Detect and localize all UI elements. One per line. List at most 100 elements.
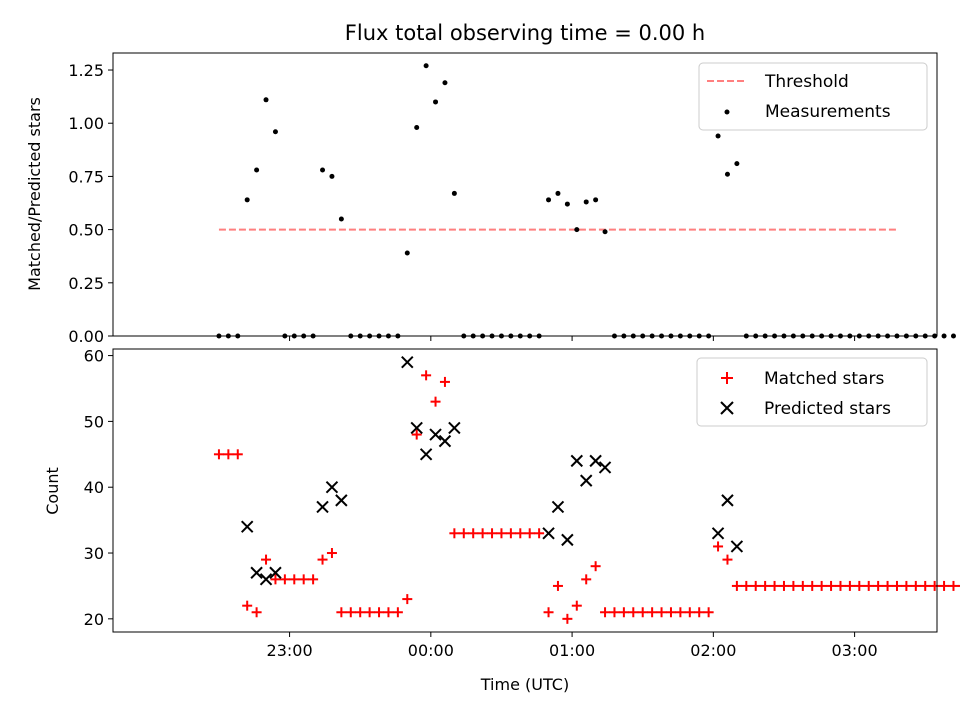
matched-star-point xyxy=(609,607,620,618)
matched-star-point xyxy=(213,449,224,460)
matched-star-point xyxy=(562,613,573,624)
top-ytick-label: 1.25 xyxy=(68,61,104,80)
top-ytick-label: 1.00 xyxy=(68,114,104,133)
predicted-star-point xyxy=(438,434,452,448)
bottom-xtick-label: 03:00 xyxy=(832,641,878,660)
matched-star-point xyxy=(223,449,234,460)
measurement-point xyxy=(442,80,448,86)
matched-star-point xyxy=(722,554,733,565)
bottom-ytick-label: 50 xyxy=(84,412,104,431)
measurement-point xyxy=(574,227,580,233)
matched-star-point xyxy=(468,528,479,539)
matched-star-point xyxy=(844,580,855,591)
legend-matched-label: Matched stars xyxy=(764,369,884,389)
matched-star-point xyxy=(411,429,422,440)
predicted-star-point xyxy=(335,494,348,507)
matched-star-point xyxy=(449,528,460,539)
measurement-point xyxy=(338,216,344,222)
measurement-point xyxy=(272,129,278,135)
matched-star-point xyxy=(675,607,686,618)
measurement-point xyxy=(329,173,335,179)
legend-predicted-marker xyxy=(720,401,734,415)
measurement-point xyxy=(715,133,721,139)
measurement-point xyxy=(423,63,429,69)
measurement-point xyxy=(414,124,420,130)
legend-measurements-label: Measurements xyxy=(765,102,891,122)
bottom-ytick-label: 40 xyxy=(84,478,104,497)
predicted-star-point xyxy=(325,481,339,494)
matched-star-point xyxy=(279,574,290,585)
matched-star-point xyxy=(270,574,281,585)
matched-star-point xyxy=(731,580,742,591)
matched-star-point xyxy=(571,600,582,611)
predicted-star-point xyxy=(240,520,254,533)
matched-star-point xyxy=(308,574,319,585)
bottom-y-axis-ticks: 20 30 40 50 60 xyxy=(84,347,113,629)
top-y-axis-ticks: 0.00 0.25 0.50 0.75 1.00 1.25 xyxy=(68,61,113,346)
matched-star-point xyxy=(816,580,827,591)
top-x-axis-ticks xyxy=(289,336,856,341)
matched-star-point xyxy=(656,607,667,618)
bottom-xtick-label: 00:00 xyxy=(408,641,454,660)
predicted-star-point xyxy=(561,533,574,547)
measurement-point xyxy=(451,190,457,196)
measurement-point xyxy=(724,171,730,177)
top-ytick-label: 0.00 xyxy=(68,327,104,346)
matched-star-point xyxy=(901,580,912,591)
predicted-star-point xyxy=(598,461,612,474)
matched-star-point xyxy=(778,580,789,591)
matched-star-point xyxy=(769,580,780,591)
predicted-star-point xyxy=(410,421,423,435)
matched-star-point xyxy=(496,528,507,539)
bottom-xtick-label: 01:00 xyxy=(549,641,595,660)
top-y-axis-label: Matched/Predicted stars xyxy=(25,97,44,291)
matched-star-point xyxy=(515,528,526,539)
matched-star-point xyxy=(665,607,676,618)
matched-star-point xyxy=(552,580,563,591)
matched-star-point xyxy=(929,580,940,591)
legend-threshold-label: Threshold xyxy=(764,72,849,92)
matched-star-point xyxy=(948,580,959,591)
matched-star-point xyxy=(458,528,469,539)
matched-star-point xyxy=(637,607,648,618)
top-plot-area xyxy=(216,63,956,339)
measurement-point xyxy=(404,250,410,256)
matched-star-point xyxy=(891,580,902,591)
bottom-axes-frame xyxy=(112,348,938,633)
matched-star-point xyxy=(684,607,695,618)
matched-star-point xyxy=(392,607,403,618)
top-ytick-label: 0.75 xyxy=(68,167,104,186)
measurement-point xyxy=(244,197,250,203)
measurement-point xyxy=(555,190,561,196)
predicted-star-point xyxy=(721,494,734,507)
matched-star-point xyxy=(317,554,328,565)
top-axes-frame xyxy=(112,52,938,337)
bottom-ytick-label: 30 xyxy=(84,544,104,563)
bottom-ytick-label: 20 xyxy=(84,610,104,629)
measurement-point xyxy=(546,197,552,203)
predicted-star-point xyxy=(316,500,329,514)
matched-star-point xyxy=(543,607,554,618)
measurement-point xyxy=(433,99,439,105)
matched-star-point xyxy=(618,607,629,618)
matched-star-point xyxy=(524,528,535,539)
matched-star-point xyxy=(797,580,808,591)
predicted-star-point xyxy=(589,454,602,468)
predicted-star-point xyxy=(250,566,263,579)
matched-star-point xyxy=(487,528,498,539)
matched-star-point xyxy=(788,580,799,591)
measurement-point xyxy=(564,201,570,207)
matched-star-point xyxy=(289,574,300,585)
measurement-point xyxy=(583,199,589,205)
matched-star-point xyxy=(854,580,865,591)
legend-measurements-marker xyxy=(724,109,730,115)
measurement-point xyxy=(263,97,269,103)
matched-star-point xyxy=(581,574,592,585)
bottom-xtick-label: 02:00 xyxy=(690,641,736,660)
measurement-point xyxy=(602,229,608,235)
matched-star-point xyxy=(439,376,450,387)
bottom-xtick-label: 23:00 xyxy=(267,641,313,660)
